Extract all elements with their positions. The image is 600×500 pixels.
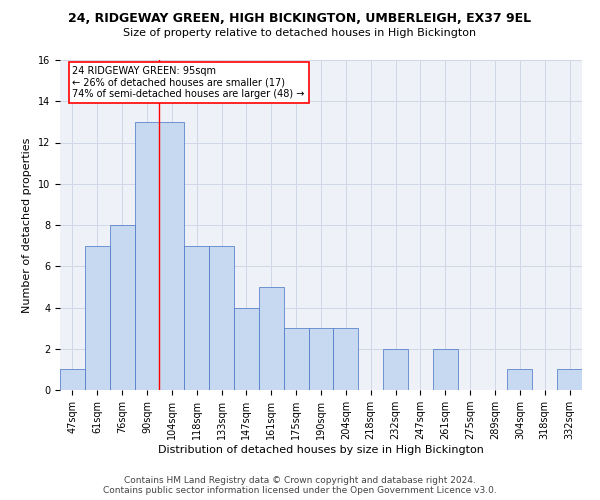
Bar: [110, 225, 134, 390]
Bar: [60, 370, 85, 390]
Bar: [508, 370, 532, 390]
X-axis label: Distribution of detached houses by size in High Bickington: Distribution of detached houses by size …: [158, 445, 484, 455]
Bar: [160, 122, 184, 390]
Bar: [284, 328, 308, 390]
Bar: [134, 122, 160, 390]
Bar: [383, 349, 408, 390]
Bar: [308, 328, 334, 390]
Bar: [259, 287, 284, 390]
Text: 24, RIDGEWAY GREEN, HIGH BICKINGTON, UMBERLEIGH, EX37 9EL: 24, RIDGEWAY GREEN, HIGH BICKINGTON, UMB…: [68, 12, 532, 26]
Bar: [334, 328, 358, 390]
Text: Contains HM Land Registry data © Crown copyright and database right 2024.
Contai: Contains HM Land Registry data © Crown c…: [103, 476, 497, 495]
Bar: [433, 349, 458, 390]
Y-axis label: Number of detached properties: Number of detached properties: [22, 138, 32, 312]
Bar: [234, 308, 259, 390]
Bar: [184, 246, 209, 390]
Bar: [557, 370, 582, 390]
Text: 24 RIDGEWAY GREEN: 95sqm
← 26% of detached houses are smaller (17)
74% of semi-d: 24 RIDGEWAY GREEN: 95sqm ← 26% of detach…: [73, 66, 305, 100]
Text: Size of property relative to detached houses in High Bickington: Size of property relative to detached ho…: [124, 28, 476, 38]
Bar: [209, 246, 234, 390]
Bar: [85, 246, 110, 390]
